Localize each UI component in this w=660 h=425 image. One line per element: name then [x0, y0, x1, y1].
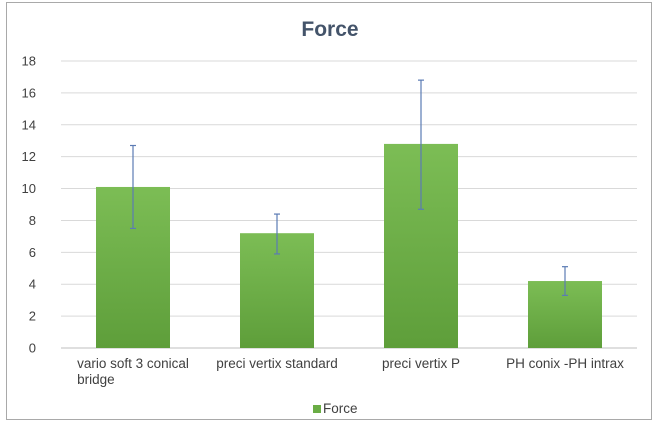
error-bars	[130, 79, 568, 296]
chart-frame: Force 0 2 4 6 8 10 12 14 16 18 vario soft 3 conic…	[6, 2, 652, 420]
x-axis-ticks: vario soft 3 conical bridge preci vertix s…	[77, 356, 624, 387]
y-axis-ticks: 0 2 4 6 8 10 12 14 16 18	[22, 54, 36, 356]
y-tick-label: 4	[29, 277, 36, 292]
y-tick-label: 10	[22, 181, 36, 196]
y-tick-label: 16	[22, 85, 36, 100]
bar-chart: Force 0 2 4 6 8 10 12 14 16 18 vario soft 3 conic…	[22, 18, 637, 416]
y-tick-label: 6	[29, 245, 36, 260]
legend: Force	[313, 401, 358, 416]
legend-swatch	[313, 405, 321, 413]
legend-label-force: Force	[323, 401, 358, 416]
x-tick-label: preci vertix standard	[216, 356, 338, 371]
x-tick-label: PH conix -PH intrax	[506, 356, 624, 371]
y-tick-label: 14	[22, 117, 36, 132]
bars	[96, 143, 602, 348]
y-tick-label: 12	[22, 149, 36, 164]
y-tick-label: 0	[29, 341, 36, 356]
chart-title: Force	[301, 18, 358, 41]
y-tick-label: 2	[29, 309, 36, 324]
y-tick-label: 18	[22, 54, 36, 69]
y-tick-label: 8	[29, 213, 36, 228]
x-tick-label: vario soft 3 conical bridge	[77, 356, 189, 387]
x-tick-label: preci vertix P	[382, 356, 460, 371]
